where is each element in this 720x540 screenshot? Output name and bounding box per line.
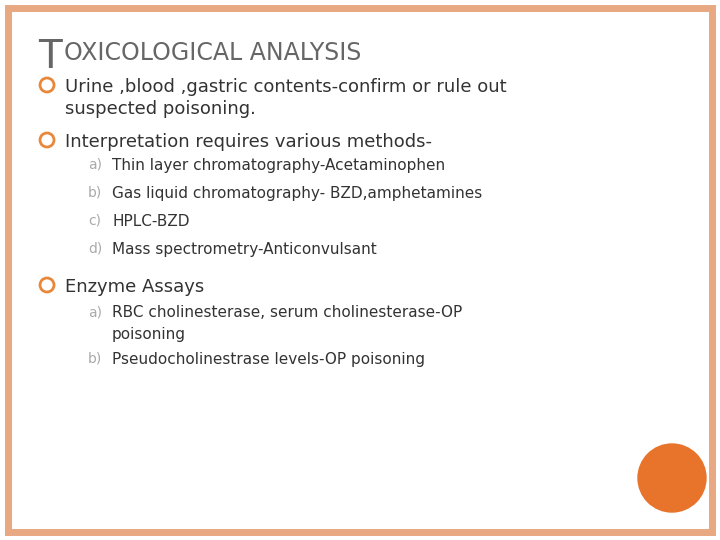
Text: Thin layer chromatography-Acetaminophen: Thin layer chromatography-Acetaminophen xyxy=(112,158,445,173)
Text: d): d) xyxy=(88,242,102,256)
Circle shape xyxy=(40,278,54,292)
Text: suspected poisoning.: suspected poisoning. xyxy=(65,100,256,118)
Circle shape xyxy=(40,78,54,92)
Text: a): a) xyxy=(88,305,102,319)
Text: Enzyme Assays: Enzyme Assays xyxy=(65,278,204,296)
Text: Mass spectrometry-Anticonvulsant: Mass spectrometry-Anticonvulsant xyxy=(112,242,377,257)
Text: OXICOLOGICAL ANALYSIS: OXICOLOGICAL ANALYSIS xyxy=(64,41,361,65)
Text: HPLC-BZD: HPLC-BZD xyxy=(112,214,189,229)
Text: Pseudocholinestrase levels-OP poisoning: Pseudocholinestrase levels-OP poisoning xyxy=(112,352,425,367)
Text: b): b) xyxy=(88,352,102,366)
FancyBboxPatch shape xyxy=(8,8,712,532)
Text: Urine ,blood ,gastric contents-confirm or rule out: Urine ,blood ,gastric contents-confirm o… xyxy=(65,78,507,96)
Text: b): b) xyxy=(88,186,102,200)
Circle shape xyxy=(638,444,706,512)
Text: a): a) xyxy=(88,158,102,172)
Text: Gas liquid chromatography- BZD,amphetamines: Gas liquid chromatography- BZD,amphetami… xyxy=(112,186,482,201)
Text: c): c) xyxy=(88,214,101,228)
Text: RBC cholinesterase, serum cholinesterase-OP: RBC cholinesterase, serum cholinesterase… xyxy=(112,305,462,320)
Text: T: T xyxy=(38,38,62,76)
Circle shape xyxy=(40,133,54,147)
Text: poisoning: poisoning xyxy=(112,327,186,342)
Text: Interpretation requires various methods-: Interpretation requires various methods- xyxy=(65,133,432,151)
